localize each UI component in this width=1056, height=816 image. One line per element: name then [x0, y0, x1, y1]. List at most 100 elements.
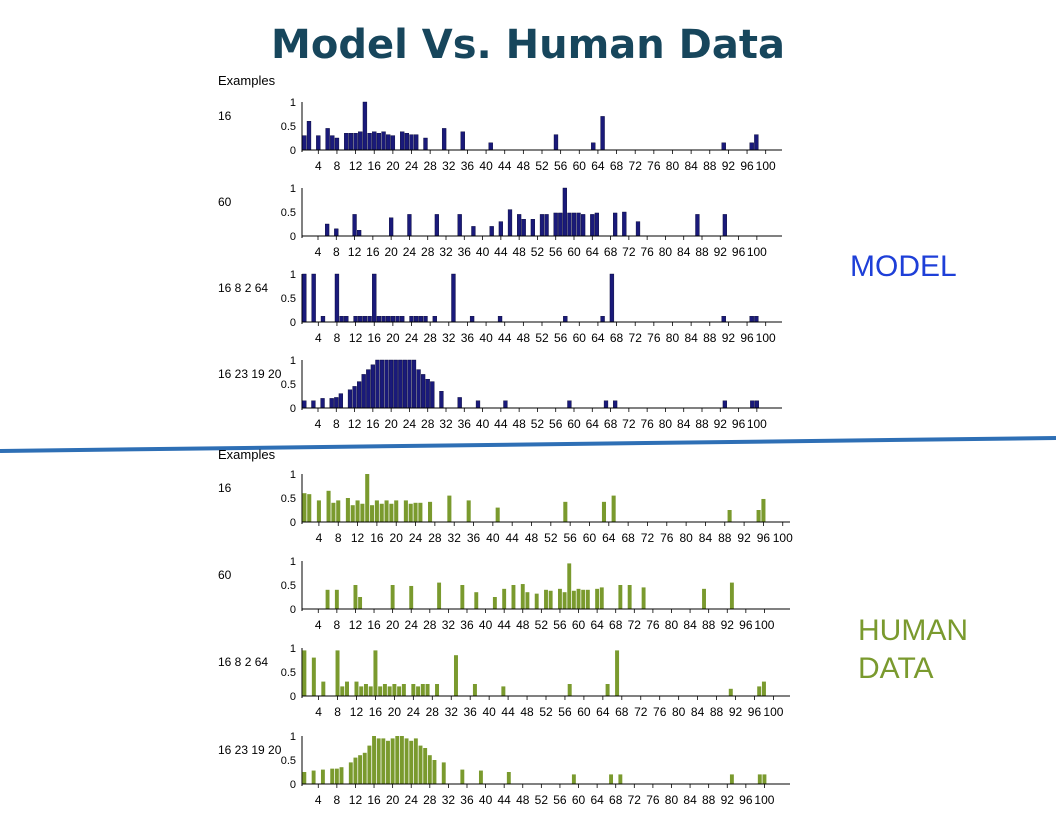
bar — [381, 316, 386, 323]
bar — [729, 582, 734, 609]
bar — [378, 686, 383, 696]
bar — [357, 230, 362, 237]
bar — [334, 768, 339, 784]
y-tick-label: 0 — [290, 403, 296, 415]
bar — [382, 684, 387, 696]
x-tick-label: 36 — [460, 618, 474, 632]
x-tick-label: 48 — [525, 531, 539, 545]
bar — [576, 212, 581, 237]
x-tick-label: 88 — [695, 417, 709, 431]
x-tick-label: 80 — [659, 417, 673, 431]
bar — [571, 590, 576, 609]
bar — [576, 588, 581, 609]
bar — [585, 589, 590, 609]
x-tick-label: 96 — [748, 705, 762, 719]
bar — [358, 316, 363, 323]
bar — [757, 686, 762, 696]
bar — [409, 740, 414, 784]
bar — [311, 657, 316, 696]
x-tick-label: 16 — [370, 531, 384, 545]
bar — [360, 503, 365, 522]
bar — [344, 316, 349, 323]
bar — [425, 684, 430, 696]
bar — [398, 359, 403, 409]
x-tick-label: 92 — [714, 245, 728, 259]
bar — [611, 495, 616, 522]
x-tick-label: 52 — [535, 331, 549, 345]
x-tick-label: 96 — [732, 417, 746, 431]
bar — [302, 400, 307, 409]
x-tick-label: 72 — [641, 531, 655, 545]
x-tick-label: 40 — [482, 705, 496, 719]
bar — [418, 745, 423, 784]
bar — [399, 736, 404, 784]
bar — [722, 214, 727, 237]
x-tick-label: 52 — [531, 417, 545, 431]
bar — [600, 316, 605, 323]
x-tick-label: 4 — [315, 618, 322, 632]
slide-title: Model Vs. Human Data — [271, 22, 785, 68]
x-tick-label: 88 — [695, 245, 709, 259]
x-tick-label: 64 — [591, 331, 605, 345]
bar — [460, 769, 465, 784]
bar — [381, 131, 386, 151]
x-tick-label: 96 — [739, 793, 753, 807]
x-tick-label: 84 — [684, 331, 698, 345]
bar — [423, 137, 428, 151]
bar — [344, 132, 349, 151]
bar — [302, 650, 307, 696]
x-tick-label: 16 — [368, 159, 382, 173]
bar — [754, 400, 759, 409]
x-tick-label: 60 — [572, 618, 586, 632]
bar — [340, 686, 345, 696]
x-tick-label: 76 — [646, 618, 660, 632]
x-tick-label: 84 — [683, 793, 697, 807]
bar — [594, 212, 599, 237]
bar — [434, 214, 439, 237]
bar — [386, 134, 391, 151]
x-tick-label: 12 — [350, 705, 364, 719]
bar — [457, 214, 462, 237]
bar — [367, 132, 372, 151]
x-tick-label: 36 — [458, 417, 472, 431]
human-examples-heading: Examples — [218, 447, 276, 462]
bar — [418, 316, 423, 323]
x-tick-label: 56 — [549, 417, 563, 431]
bar — [348, 132, 354, 151]
bar — [326, 490, 331, 522]
x-tick-label: 40 — [479, 331, 493, 345]
x-tick-label: 52 — [535, 618, 549, 632]
bar — [376, 132, 382, 151]
x-tick-label: 64 — [596, 705, 610, 719]
bar — [302, 135, 307, 151]
x-tick-label: 12 — [349, 159, 363, 173]
bar — [330, 768, 335, 784]
x-tick-label: 44 — [494, 417, 508, 431]
x-tick-label: 60 — [577, 705, 591, 719]
x-tick-label: 36 — [461, 331, 475, 345]
x-tick-label: 20 — [384, 417, 398, 431]
x-tick-label: 48 — [512, 417, 526, 431]
bar — [451, 273, 456, 323]
example-label: 16 8 2 64 — [218, 281, 268, 295]
bar — [562, 592, 567, 609]
bar — [358, 597, 363, 609]
bar — [641, 587, 646, 609]
bar — [394, 500, 399, 522]
bar — [393, 359, 398, 409]
x-tick-label: 32 — [445, 705, 459, 719]
x-tick-label: 28 — [426, 705, 440, 719]
x-tick-label: 84 — [699, 531, 713, 545]
bar — [754, 134, 759, 151]
x-tick-label: 88 — [703, 331, 717, 345]
bar — [539, 214, 545, 237]
x-tick-label: 84 — [677, 245, 691, 259]
x-tick-label: 80 — [672, 705, 686, 719]
y-tick-label: 0 — [290, 231, 296, 243]
bar — [553, 212, 558, 237]
x-tick-label: 60 — [583, 531, 597, 545]
x-tick-label: 48 — [517, 159, 531, 173]
